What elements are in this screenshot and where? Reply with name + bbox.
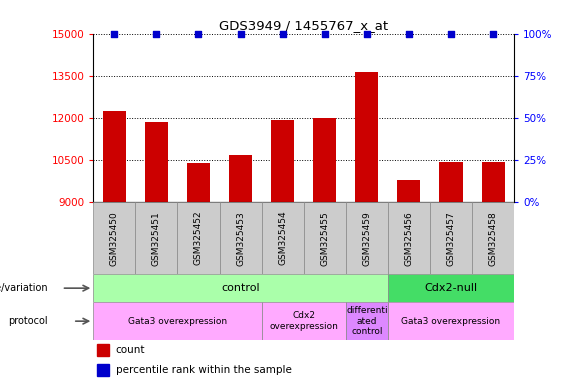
Point <box>405 31 414 37</box>
Bar <box>229 155 252 202</box>
Point <box>489 31 498 37</box>
Title: GDS3949 / 1455767_x_at: GDS3949 / 1455767_x_at <box>219 18 388 31</box>
Text: GSM325450: GSM325450 <box>110 211 119 265</box>
Bar <box>145 122 168 202</box>
Text: GSM325454: GSM325454 <box>278 211 287 265</box>
Bar <box>177 202 220 274</box>
Text: GSM325459: GSM325459 <box>362 211 371 265</box>
Text: GSM325458: GSM325458 <box>489 211 498 265</box>
Text: Cdx2-null: Cdx2-null <box>424 283 477 293</box>
Bar <box>388 202 430 274</box>
Bar <box>93 274 388 302</box>
Text: percentile rank within the sample: percentile rank within the sample <box>115 365 292 375</box>
Point <box>152 31 161 37</box>
Bar <box>271 119 294 202</box>
Text: GSM325457: GSM325457 <box>446 211 455 265</box>
Text: Gata3 overexpression: Gata3 overexpression <box>128 317 227 326</box>
Point <box>278 31 287 37</box>
Bar <box>136 202 177 274</box>
Text: GSM325452: GSM325452 <box>194 211 203 265</box>
Text: GSM325453: GSM325453 <box>236 211 245 265</box>
Text: GSM325456: GSM325456 <box>405 211 414 265</box>
Text: GSM325451: GSM325451 <box>152 211 161 265</box>
Bar <box>93 302 262 340</box>
Text: differenti
ated
control: differenti ated control <box>346 306 388 336</box>
Bar <box>262 302 346 340</box>
Bar <box>346 202 388 274</box>
Text: GSM325455: GSM325455 <box>320 211 329 265</box>
Bar <box>93 202 136 274</box>
Text: protocol: protocol <box>8 316 48 326</box>
Bar <box>97 344 109 356</box>
Bar <box>440 162 463 202</box>
Point <box>320 31 329 37</box>
Point <box>446 31 455 37</box>
Point <box>194 31 203 37</box>
Bar <box>472 202 514 274</box>
Bar <box>219 202 262 274</box>
Point <box>362 31 371 37</box>
Bar <box>481 162 505 202</box>
Text: control: control <box>221 283 260 293</box>
Bar <box>346 302 388 340</box>
Bar <box>313 118 336 202</box>
Bar <box>388 274 514 302</box>
Bar <box>187 163 210 202</box>
Text: Gata3 overexpression: Gata3 overexpression <box>402 317 501 326</box>
Bar <box>304 202 346 274</box>
Bar <box>262 202 304 274</box>
Bar <box>388 302 514 340</box>
Point <box>110 31 119 37</box>
Bar <box>397 180 420 202</box>
Text: Cdx2
overexpression: Cdx2 overexpression <box>270 311 338 331</box>
Text: genotype/variation: genotype/variation <box>0 283 48 293</box>
Bar <box>103 111 126 202</box>
Bar <box>355 72 379 202</box>
Bar <box>430 202 472 274</box>
Point <box>236 31 245 37</box>
Text: count: count <box>115 345 145 355</box>
Bar <box>97 364 109 376</box>
